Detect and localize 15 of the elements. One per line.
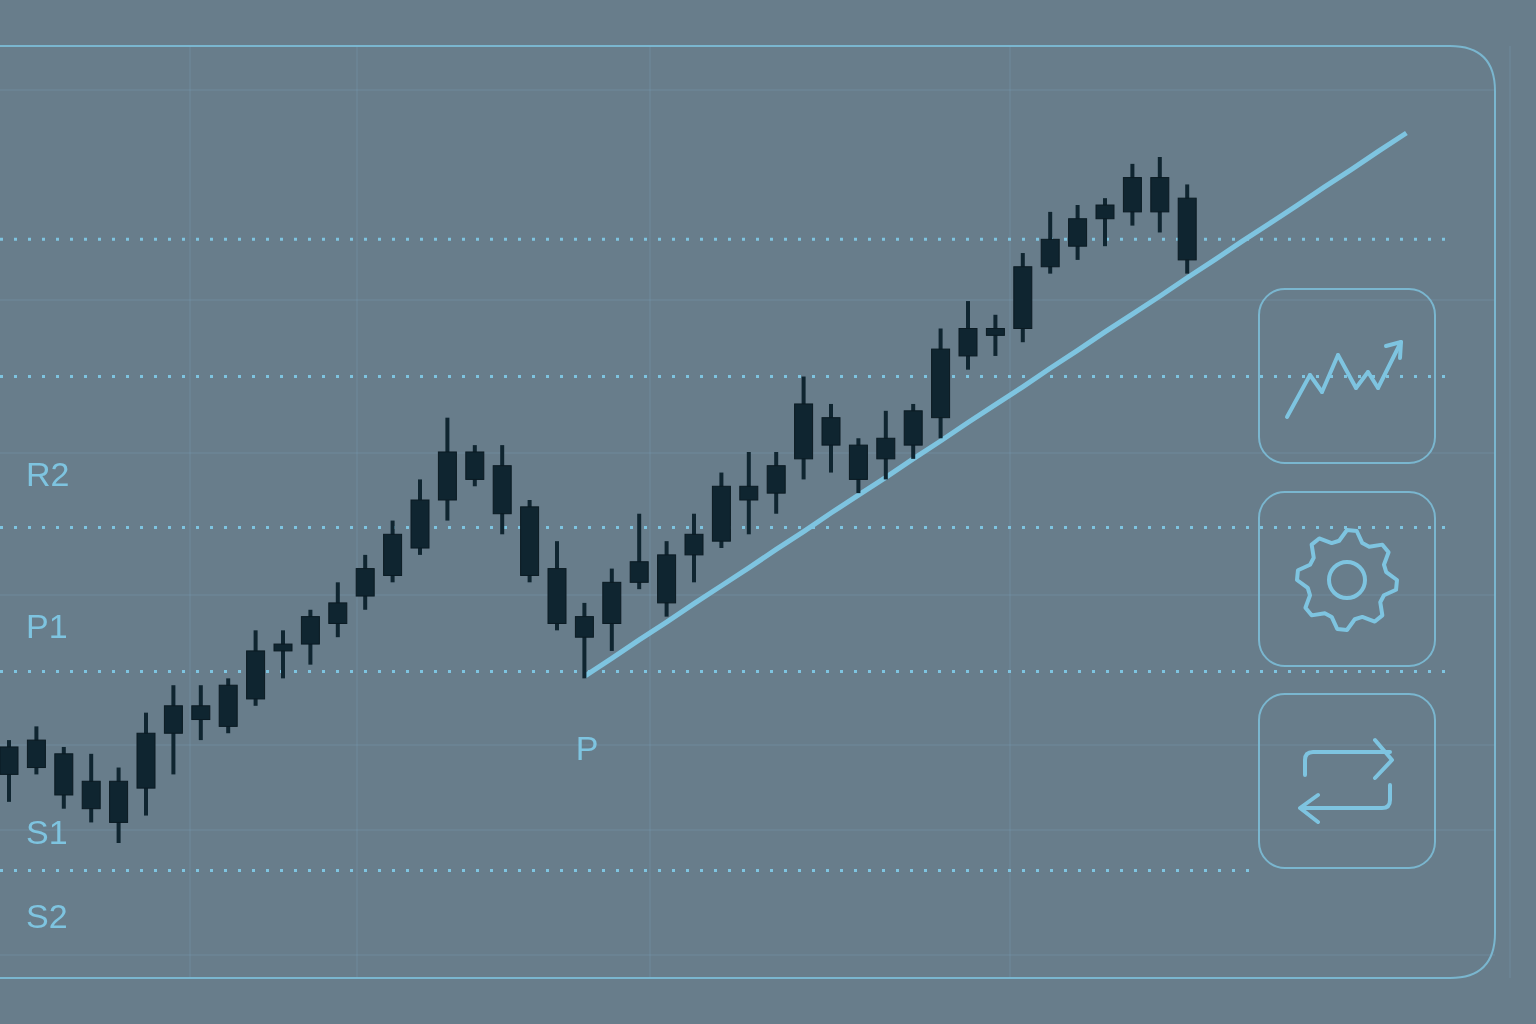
candlestick — [739, 451, 759, 535]
candlestick — [629, 513, 649, 590]
candlestick — [1095, 198, 1115, 247]
annotation: P1 — [26, 607, 68, 645]
candlestick — [985, 314, 1005, 356]
text: S2 — [26, 897, 68, 935]
candlestick — [876, 410, 896, 480]
annotation: S1 — [26, 813, 68, 851]
candlestick — [574, 602, 594, 679]
candlestick — [191, 685, 211, 741]
candlestick — [684, 513, 704, 583]
annotation: R2 — [26, 455, 70, 493]
annotation: P — [575, 729, 599, 767]
candlestick — [273, 630, 293, 679]
candlestick — [328, 582, 348, 638]
